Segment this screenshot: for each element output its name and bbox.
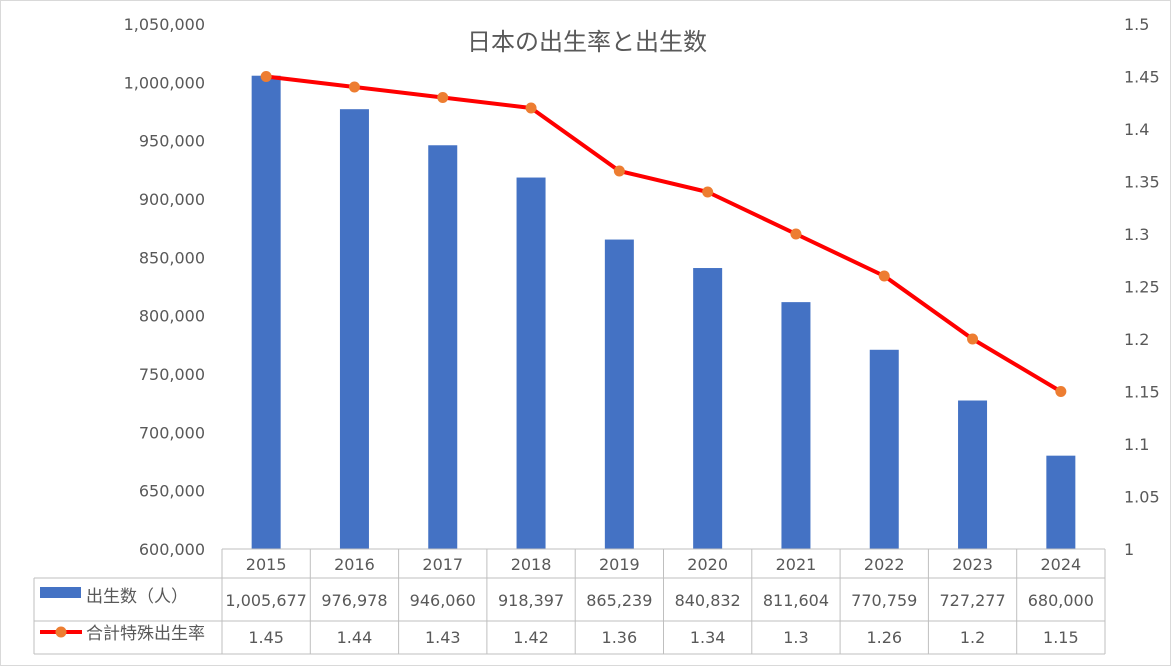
right-axis-tick-label: 1 (1124, 540, 1134, 559)
table-cell: 1.44 (337, 628, 373, 647)
bar (516, 177, 546, 549)
line-marker (613, 165, 625, 177)
bar (869, 349, 899, 549)
line-marker (260, 71, 272, 82)
bar (251, 75, 281, 549)
table-cell: 1.26 (866, 628, 902, 647)
legend-bar-swatch (40, 587, 81, 598)
table-cell: 1.45 (248, 628, 284, 647)
line-marker (967, 333, 979, 345)
table-cell: 770,759 (851, 591, 917, 610)
line-marker (790, 228, 802, 240)
table-cell: 1.36 (602, 628, 638, 647)
x-axis-tick-label: 2022 (864, 555, 905, 574)
left-axis-tick-label: 1,050,000 (124, 15, 205, 34)
data-table: 2015 2016 2017 2018 2019 2020 2021 2022 2023 2024… (33, 548, 1106, 655)
left-axis-tick-label: 650,000 (139, 482, 205, 501)
legend-label: 合計特殊出生率 (86, 624, 205, 644)
bar (1046, 455, 1076, 549)
table-cell: 840,832 (675, 591, 741, 610)
right-axis-tick-label: 1.2 (1124, 330, 1149, 349)
x-axis-tick-label: 2024 (1040, 555, 1081, 574)
table-cell: 1.43 (425, 628, 461, 647)
right-axis-tick-label: 1.05 (1124, 488, 1160, 507)
line-marker (525, 102, 537, 114)
left-axis-tick-label: 700,000 (139, 423, 205, 442)
x-axis-tick-label: 2019 (599, 555, 640, 574)
bar (339, 109, 369, 550)
table-cell: 1.2 (960, 628, 985, 647)
line-marker (702, 186, 714, 198)
table-cell: 1.15 (1043, 628, 1079, 647)
table-cell: 811,604 (763, 591, 829, 610)
left-axis-tick-label: 1,000,000 (124, 73, 205, 92)
x-axis-tick-label: 2015 (246, 555, 287, 574)
right-axis-tick-label: 1.15 (1124, 383, 1160, 402)
legend-line-marker (55, 626, 67, 638)
left-axis: 600,000 650,000 700,000 750,000 800,000 850,0… (124, 15, 205, 559)
left-axis-tick-label: 850,000 (139, 248, 205, 267)
right-axis-tick-label: 1.35 (1124, 173, 1160, 192)
bar (958, 400, 988, 549)
line-marker (348, 81, 360, 93)
x-axis-tick-label: 2017 (422, 555, 463, 574)
right-axis-tick-label: 1.25 (1124, 278, 1160, 297)
table-cell: 680,000 (1028, 591, 1094, 610)
bar (693, 268, 723, 549)
bar (604, 239, 634, 549)
bar (781, 302, 811, 549)
right-axis-tick-label: 1.1 (1124, 435, 1149, 454)
left-axis-tick-label: 800,000 (139, 307, 205, 326)
line-series (260, 71, 1067, 397)
x-axis-tick-label: 2020 (687, 555, 728, 574)
left-axis-tick-label: 600,000 (139, 540, 205, 559)
legend-label: 出生数（人） (86, 587, 188, 607)
table-cell: 918,397 (498, 591, 564, 610)
x-axis-tick-label: 2023 (952, 555, 993, 574)
left-axis-tick-label: 900,000 (139, 190, 205, 209)
line-path (265, 74, 1062, 394)
table-cell: 1.34 (690, 628, 726, 647)
chart-title: 日本の出生率と出生数 (467, 28, 707, 56)
x-axis-tick-label: 2018 (511, 555, 552, 574)
right-axis-tick-label: 1.45 (1124, 68, 1160, 87)
bar-series (251, 75, 1076, 550)
table-cell: 946,060 (410, 591, 476, 610)
table-cell: 976,978 (321, 591, 387, 610)
line-marker (437, 92, 449, 103)
table-cell: 1.3 (783, 628, 808, 647)
table-cell: 727,277 (939, 591, 1005, 610)
line-marker (878, 270, 890, 282)
right-axis-tick-label: 1.5 (1124, 15, 1149, 34)
right-axis: 1 1.05 1.1 1.15 1.2 1.25 1.3 1.35 1.4 1.45 1.5 (1124, 15, 1160, 559)
table-cell: 1,005,677 (225, 591, 306, 610)
line-marker (1055, 386, 1067, 397)
right-axis-tick-label: 1.4 (1124, 120, 1149, 139)
left-axis-tick-label: 950,000 (139, 132, 205, 151)
left-axis-tick-label: 750,000 (139, 365, 205, 384)
table-cell: 865,239 (586, 591, 652, 610)
x-axis-tick-label: 2016 (334, 555, 375, 574)
x-axis-tick-label: 2021 (776, 555, 817, 574)
bar (428, 145, 458, 549)
right-axis-tick-label: 1.3 (1124, 225, 1149, 244)
table-cell: 1.42 (513, 628, 549, 647)
